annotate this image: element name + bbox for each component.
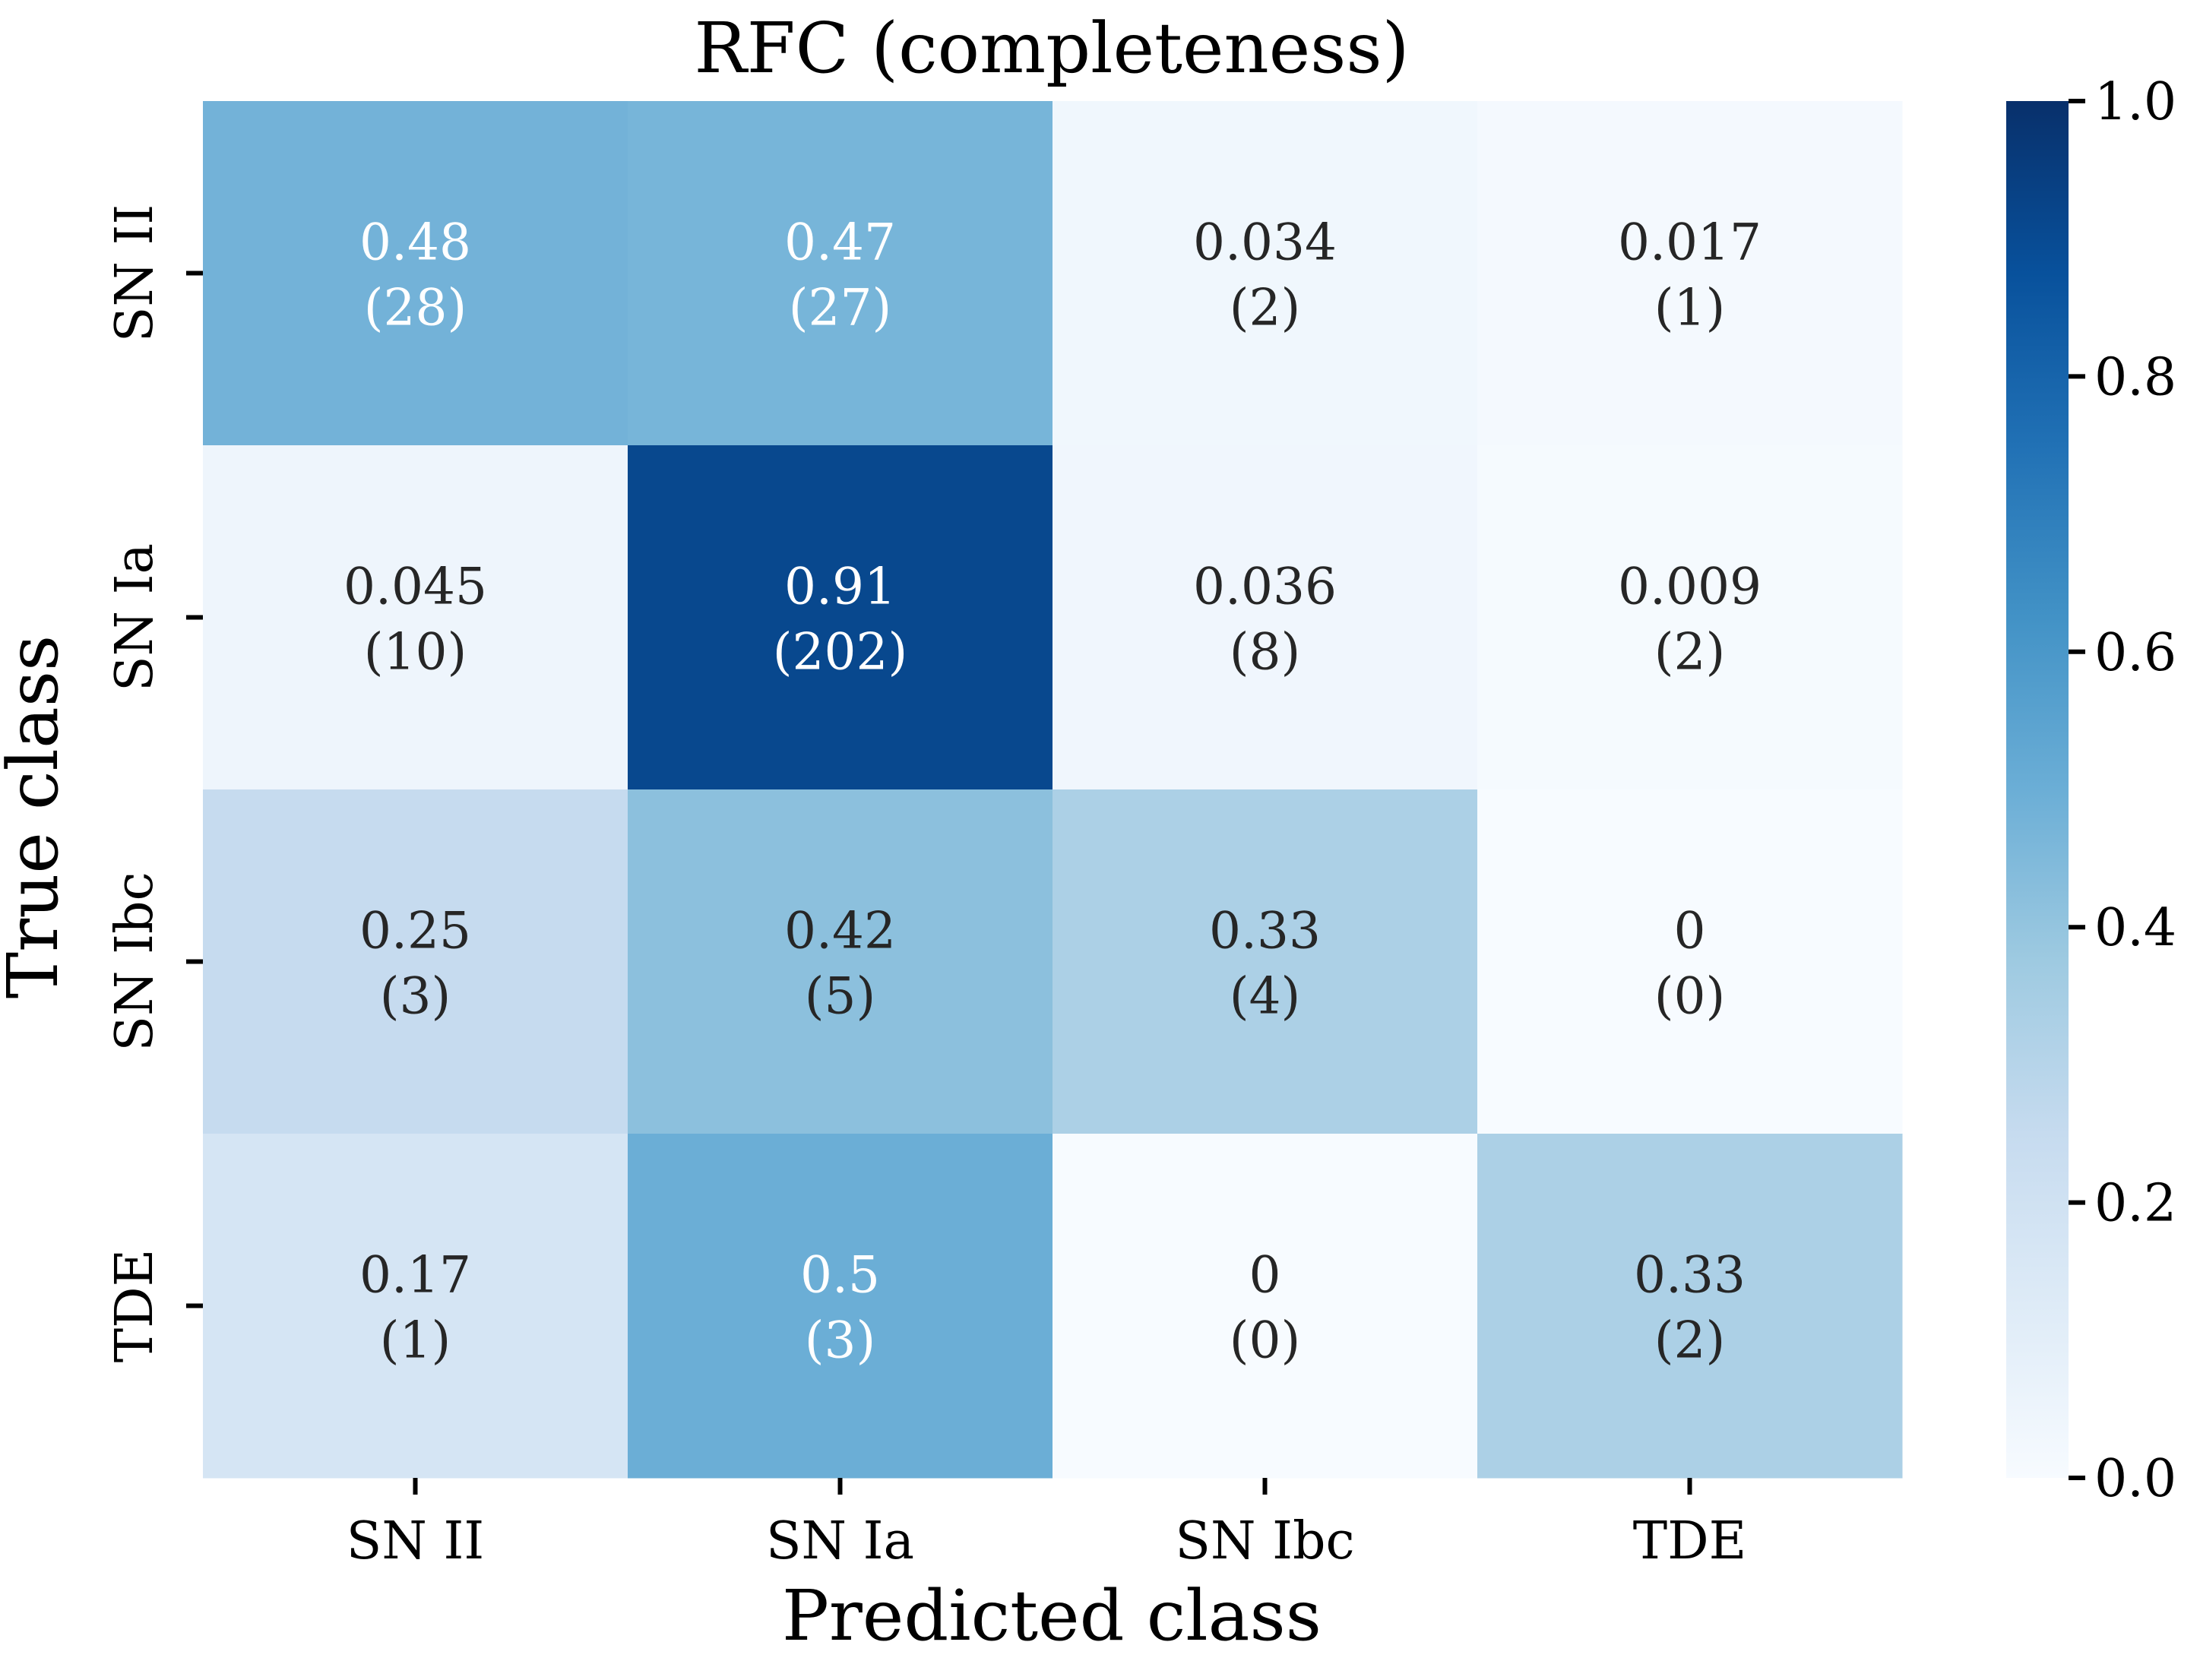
cell-count-label: (28) — [364, 279, 467, 337]
cell-value-label: 0.25 — [359, 902, 471, 960]
x-tick-label: TDE — [1633, 1511, 1747, 1571]
x-axis: SN II SN Ia SN Ibc TDE — [347, 1478, 1746, 1571]
heatmap-cell — [628, 445, 1053, 790]
colorbar-tick-label: 0.0 — [2094, 1449, 2176, 1509]
cell-count-label: (2) — [1654, 623, 1726, 682]
cell-value-label: 0.5 — [800, 1246, 880, 1305]
x-axis-label: Predicted class — [782, 1575, 1322, 1656]
heatmap-cells — [203, 101, 1903, 1479]
cell-value-label: 0.33 — [1209, 902, 1321, 960]
cell-count-label: (1) — [1654, 279, 1726, 337]
heatmap-cell — [628, 1134, 1053, 1479]
cell-value-label: 0.33 — [1634, 1246, 1746, 1305]
cell-count-label: (2) — [1230, 279, 1301, 337]
y-axis-label: True class — [0, 635, 74, 999]
x-tick-label: SN II — [347, 1511, 484, 1571]
heatmap-cell — [1477, 445, 1903, 790]
y-tick-label: SN II — [105, 204, 165, 342]
colorbar-tick-label: 0.8 — [2094, 347, 2176, 407]
heatmap-cell — [1477, 789, 1903, 1134]
heatmap-cell — [1477, 101, 1903, 446]
cell-value-label: 0.009 — [1618, 558, 1762, 616]
heatmap-cell — [1053, 789, 1478, 1134]
heatmap-cell — [203, 1134, 628, 1479]
colorbar — [2006, 101, 2069, 1478]
y-tick-label: SN Ibc — [105, 872, 165, 1051]
x-tick-label: SN Ia — [766, 1511, 914, 1571]
heatmap-cell — [628, 789, 1053, 1134]
x-tick-label: SN Ibc — [1175, 1511, 1354, 1571]
cell-count-label: (3) — [380, 967, 451, 1026]
heatmap-cell — [1053, 445, 1478, 790]
y-tick-label: SN Ia — [105, 543, 165, 691]
cell-count-label: (10) — [364, 623, 467, 682]
cell-value-label: 0.48 — [359, 214, 471, 272]
y-axis: SN II SN Ia SN Ibc TDE — [105, 204, 203, 1362]
cell-value-label: 0.42 — [784, 902, 896, 960]
cell-value-label: 0.017 — [1618, 214, 1762, 272]
cell-value-label: 0.91 — [784, 558, 896, 616]
cell-value-label: 0.47 — [784, 214, 896, 272]
colorbar-ticks: 0.0 0.2 0.4 0.6 0.8 1.0 — [2069, 72, 2176, 1509]
heatmap-cell — [203, 101, 628, 446]
cell-value-label: 0 — [1249, 1246, 1281, 1305]
cell-value-label: 0.045 — [343, 558, 487, 616]
heatmap-cell — [203, 445, 628, 790]
cell-count-label: (0) — [1654, 967, 1726, 1026]
cell-count-label: (3) — [805, 1311, 876, 1370]
cell-value-label: 0 — [1674, 902, 1706, 960]
cell-count-label: (27) — [789, 279, 891, 337]
colorbar-tick-label: 1.0 — [2094, 72, 2176, 132]
heatmap-cell — [1053, 101, 1478, 446]
cell-value-label: 0.17 — [359, 1246, 471, 1305]
heatmap-cell — [628, 101, 1053, 446]
cell-count-label: (4) — [1230, 967, 1301, 1026]
cell-count-label: (1) — [380, 1311, 451, 1370]
chart-title: RFC (completeness) — [695, 8, 1410, 89]
colorbar-tick-label: 0.6 — [2094, 623, 2176, 683]
cell-value-label: 0.036 — [1193, 558, 1337, 616]
heatmap-cell — [1053, 1134, 1478, 1479]
cell-count-label: (0) — [1230, 1311, 1301, 1370]
heatmap-cell — [203, 789, 628, 1134]
cell-count-label: (8) — [1230, 623, 1301, 682]
colorbar-tick-label: 0.4 — [2094, 898, 2176, 958]
cell-count-label: (2) — [1654, 1311, 1726, 1370]
cell-count-label: (5) — [805, 967, 876, 1026]
heatmap-cell — [1477, 1134, 1903, 1479]
cell-count-label: (202) — [773, 623, 907, 682]
y-tick-label: TDE — [105, 1249, 165, 1363]
cell-annotations: 0.48 (28) 0.47 (27) 0.034 (2) 0.017 (1) 0.045 (10… — [343, 214, 1762, 1370]
colorbar-tick-label: 0.2 — [2094, 1174, 2176, 1234]
cell-value-label: 0.034 — [1193, 214, 1337, 272]
